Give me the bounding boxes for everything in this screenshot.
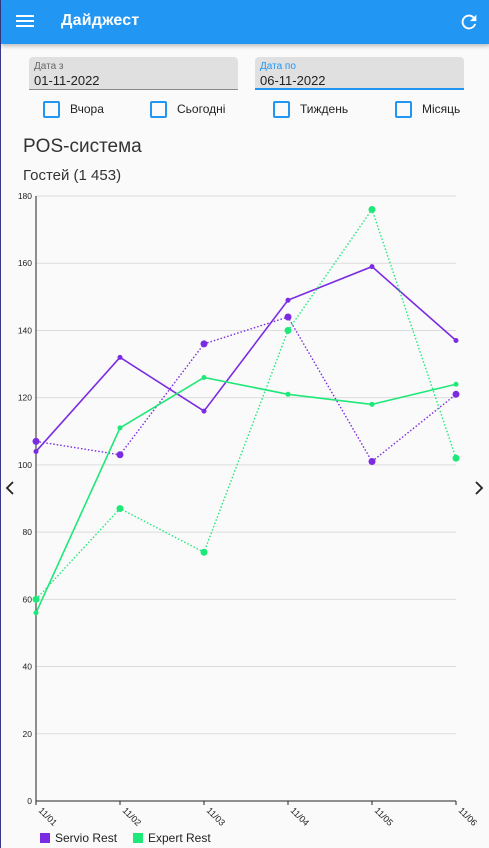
x-tick-label: 11/03 — [205, 805, 228, 828]
data-point — [453, 381, 459, 387]
data-point — [284, 313, 292, 321]
checkbox-label: Вчора — [70, 102, 104, 116]
data-point — [368, 205, 376, 213]
data-point — [453, 338, 459, 344]
y-tick-label: 180 — [18, 191, 32, 201]
data-point — [284, 326, 292, 334]
checkbox-label: Сьогодні — [177, 102, 226, 116]
data-point — [116, 451, 124, 459]
series-line — [35, 207, 457, 600]
data-point — [369, 264, 375, 270]
legend-item-expert: Expert Rest — [133, 831, 211, 845]
series-line — [35, 316, 457, 463]
date-to-field[interactable]: Дата по 06-11-2022 — [255, 57, 464, 90]
checkbox-yesterday[interactable]: Вчора — [43, 100, 104, 118]
checkbox-week[interactable]: Тиждень — [273, 100, 349, 118]
chevron-left-icon[interactable] — [4, 480, 16, 496]
checkbox-month[interactable]: Місяць — [395, 100, 461, 118]
y-tick-label: 20 — [23, 729, 33, 739]
y-tick-label: 140 — [18, 325, 32, 335]
data-point — [369, 401, 375, 407]
legend-label: Servio Rest — [55, 831, 118, 845]
checkbox-box[interactable] — [43, 100, 60, 118]
x-tick-label: 11/01 — [37, 805, 60, 828]
data-point — [452, 454, 460, 462]
data-point — [201, 408, 207, 414]
x-tick-label: 11/04 — [289, 805, 312, 828]
checkbox-box[interactable] — [273, 100, 290, 118]
data-point — [33, 448, 39, 454]
checkbox-label: Місяць — [422, 102, 461, 116]
y-tick-label: 160 — [18, 258, 32, 268]
y-tick-label: 120 — [18, 393, 32, 403]
x-tick-label: 11/05 — [373, 805, 396, 828]
data-point — [452, 390, 460, 398]
y-tick-label: 40 — [23, 662, 33, 672]
chevron-right-icon[interactable] — [473, 480, 485, 496]
section-title: POS-система — [23, 136, 142, 157]
y-tick-label: 60 — [23, 594, 33, 604]
refresh-icon[interactable] — [458, 11, 480, 33]
data-point — [117, 425, 123, 431]
checkbox-box[interactable] — [150, 100, 167, 118]
page-title: Дайджест — [61, 12, 140, 29]
data-point — [32, 437, 40, 445]
line-chart: 0 20 40 60 80 100 120 140 160 180 11/01 11/02 11/03 1… — [18, 191, 480, 828]
x-tick-label: 11/06 — [457, 805, 480, 828]
legend-label: Expert Rest — [148, 831, 211, 845]
data-point — [117, 354, 123, 360]
date-from-field[interactable]: Дата з 01-11-2022 — [29, 57, 238, 90]
legend-swatch — [40, 833, 50, 843]
data-point — [200, 340, 208, 348]
y-tick-label: 80 — [23, 527, 33, 537]
y-tick-label: 100 — [18, 460, 32, 470]
data-point — [201, 375, 207, 380]
data-point — [200, 548, 208, 556]
checkbox-box[interactable] — [395, 100, 412, 118]
data-point — [116, 505, 124, 513]
data-point — [32, 595, 40, 603]
date-from-label: Дата з — [34, 61, 64, 72]
legend-swatch — [133, 833, 143, 843]
y-tick-label: 0 — [27, 796, 32, 806]
data-point — [368, 458, 376, 466]
section-subtitle: Гостей (1 453) — [23, 167, 122, 184]
data-point — [285, 297, 291, 303]
x-tick-label: 11/02 — [121, 805, 144, 828]
data-point — [285, 391, 291, 397]
series-line — [35, 376, 457, 614]
date-to-value: 06-11-2022 — [260, 73, 326, 88]
menu-icon[interactable] — [15, 12, 35, 32]
legend-item-servio: Servio Rest — [40, 831, 117, 845]
checkbox-today[interactable]: Сьогодні — [150, 100, 226, 118]
series-line — [35, 265, 457, 452]
date-to-label: Дата по — [260, 61, 296, 72]
data-point — [33, 610, 39, 616]
app-bar: Дайджест — [1, 0, 489, 44]
checkbox-label: Тиждень — [300, 102, 349, 116]
date-from-value: 01-11-2022 — [34, 73, 100, 88]
